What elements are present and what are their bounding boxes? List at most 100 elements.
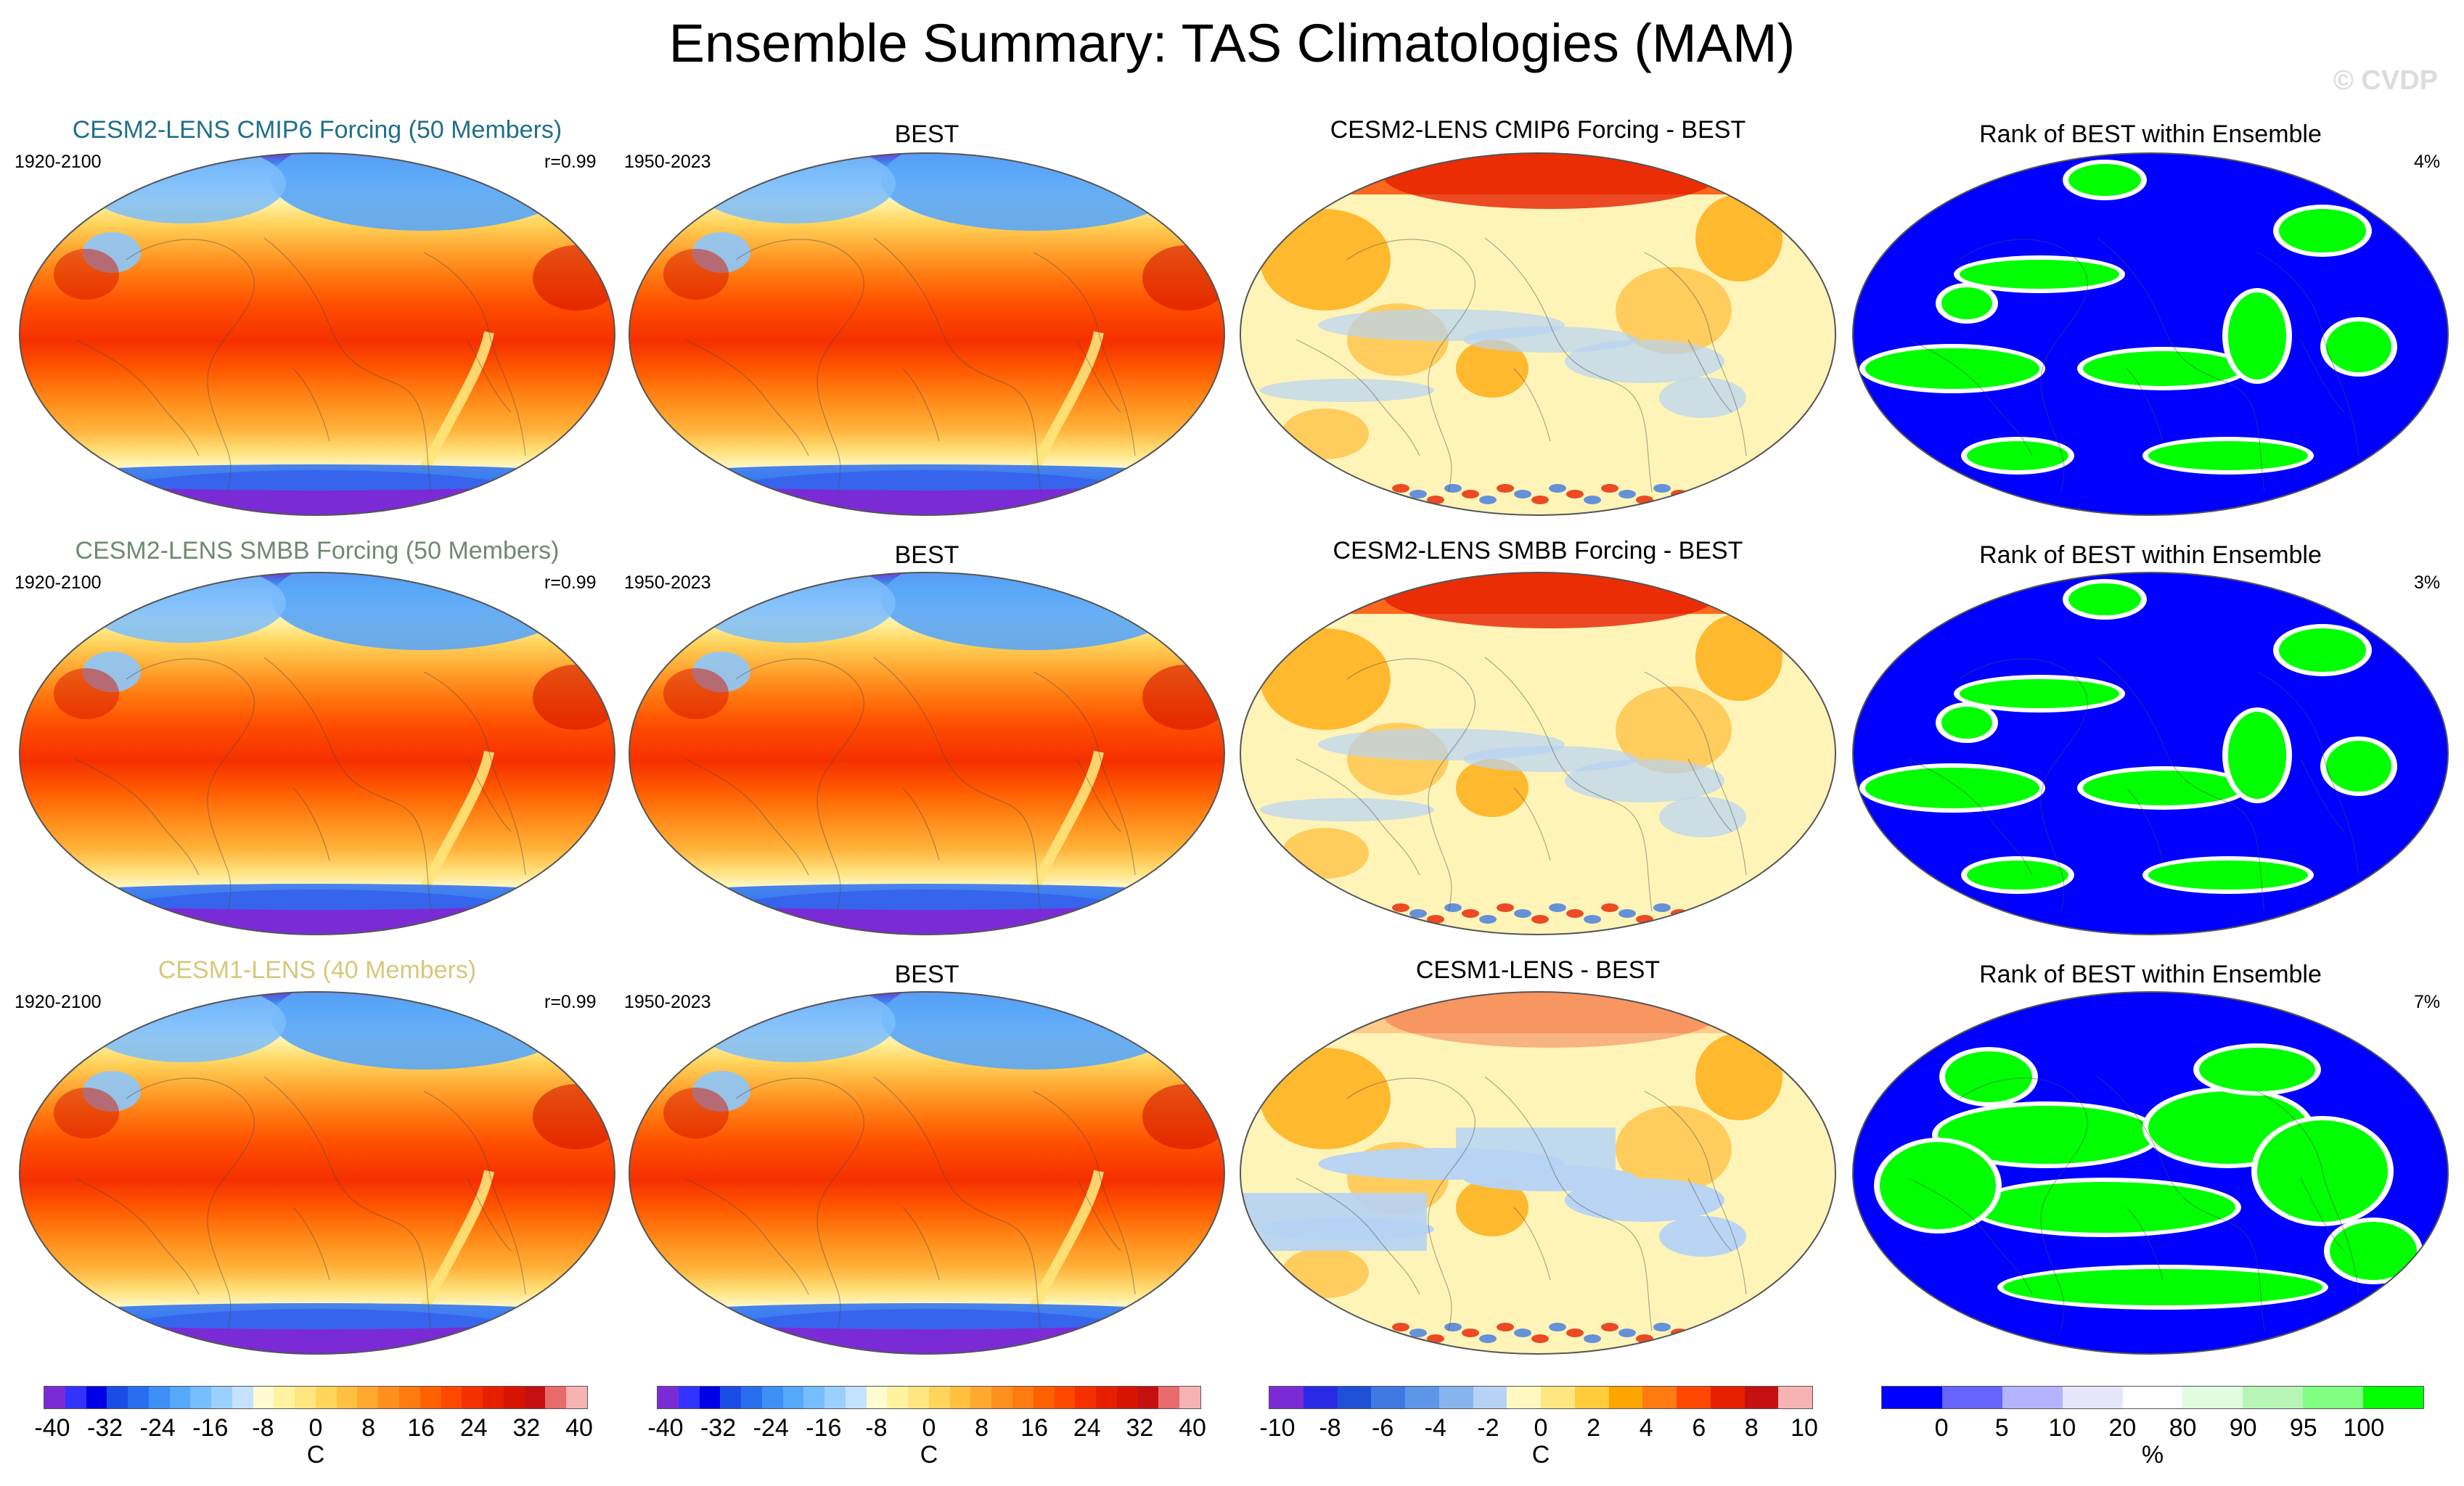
difference-map-svg — [1240, 572, 1836, 935]
colorbar-tick-label: -16 — [806, 1414, 842, 1442]
obs-title: BEST — [894, 541, 959, 569]
colorbar-swatch — [845, 1387, 867, 1408]
globe-outline — [629, 152, 1225, 516]
colorbar-swatch — [566, 1387, 587, 1408]
colorbar-swatch — [1608, 1387, 1643, 1408]
colorbar-swatch — [336, 1387, 358, 1408]
colorbar-swatch — [357, 1387, 379, 1408]
model-climatology-map — [17, 570, 617, 937]
colorbar-swatch — [378, 1387, 400, 1408]
colorbar-swatch — [1710, 1387, 1745, 1408]
colorbar-swatch — [866, 1387, 888, 1408]
difference-colorbar — [1269, 1386, 1813, 1409]
obs-period: 1950-2023 — [624, 992, 711, 1012]
coastline-lines — [75, 657, 526, 912]
colorbar-swatch — [970, 1387, 992, 1408]
globe-outline — [1852, 991, 2449, 1355]
model-title: CESM1-LENS (40 Members) — [157, 956, 477, 984]
globe-outline — [1852, 152, 2449, 516]
colorbar-swatch — [2363, 1387, 2424, 1408]
colorbar-swatch — [2243, 1387, 2304, 1408]
colorbar-swatch — [1075, 1387, 1097, 1408]
colorbar-swatch — [1778, 1387, 1812, 1408]
obs-climatology-map — [627, 990, 1227, 1356]
coastline-lines — [684, 237, 1136, 493]
colorbar-swatch — [761, 1387, 783, 1408]
obs-climatology-map-svg — [629, 572, 1225, 935]
obs-climatology-map — [627, 151, 1227, 517]
colorbar-tick-label: -40 — [34, 1414, 70, 1442]
model-period: 1920-2100 — [15, 572, 102, 593]
colorbar-swatch — [190, 1387, 212, 1408]
rank-map-svg — [1852, 991, 2449, 1355]
model-climatology-map-svg — [19, 152, 615, 516]
colorbar-swatch — [2002, 1387, 2063, 1408]
colorbar-swatch — [44, 1387, 65, 1408]
globe-outline — [1852, 572, 2449, 935]
colorbar-tick-label: -10 — [1259, 1414, 1296, 1442]
coastline-lines — [1296, 237, 1747, 493]
coastline-lines — [1908, 1076, 2359, 1331]
colorbar-unit: % — [2141, 1441, 2164, 1469]
obs-climatology-map — [627, 570, 1227, 937]
colorbar-swatch — [441, 1387, 462, 1408]
colorbar-tick-label: -6 — [1372, 1414, 1394, 1442]
coastline-lines — [684, 657, 1136, 912]
colorbar-tick-label: -16 — [192, 1414, 229, 1442]
colorbar-swatch — [2182, 1387, 2243, 1408]
globe-outline — [19, 572, 615, 935]
colorbar-swatch — [1337, 1387, 1372, 1408]
colorbar-swatch — [503, 1387, 525, 1408]
coastline-lines — [1908, 237, 2359, 493]
obs-title: BEST — [894, 961, 959, 988]
colorbar-swatch — [2303, 1387, 2364, 1408]
colorbar-tick-label: 5 — [1994, 1414, 2009, 1442]
model-colorbar — [44, 1386, 588, 1409]
colorbar-swatch — [2122, 1387, 2183, 1408]
rank-map — [1851, 570, 2450, 937]
rank-title: Rank of BEST within Ensemble — [1979, 120, 2322, 148]
colorbar-swatch — [1179, 1387, 1200, 1408]
colorbar-swatch — [1303, 1387, 1338, 1408]
colorbar-swatch — [824, 1387, 846, 1408]
colorbar-tick-label: -2 — [1477, 1414, 1499, 1442]
colorbar-tick-label: 10 — [1790, 1414, 1818, 1442]
rank-map — [1851, 990, 2450, 1356]
globe-outline — [629, 572, 1225, 935]
colorbar-swatch — [1941, 1387, 2002, 1408]
colorbar-swatch — [928, 1387, 950, 1408]
colorbar-tick-label: 24 — [1073, 1414, 1101, 1442]
colorbar-tick-label: -24 — [139, 1414, 176, 1442]
globe-outline — [19, 991, 615, 1355]
globe-outline — [1240, 991, 1836, 1355]
colorbar-tick-label: 0 — [922, 1414, 936, 1442]
obs-climatology-map-svg — [629, 991, 1225, 1355]
colorbar-swatch — [1012, 1387, 1034, 1408]
colorbar-tick-label: 8 — [361, 1414, 376, 1442]
obs-period: 1950-2023 — [624, 152, 711, 172]
globe-outline — [1240, 152, 1836, 516]
colorbar-swatch — [1574, 1387, 1609, 1408]
colorbar-swatch — [545, 1387, 567, 1408]
model-period: 1920-2100 — [15, 992, 102, 1012]
difference-map — [1238, 151, 1838, 517]
colorbar-swatch — [419, 1387, 441, 1408]
colorbar-tick-label: 95 — [2289, 1414, 2317, 1442]
model-climatology-map — [17, 990, 617, 1356]
colorbar-swatch — [1096, 1387, 1117, 1408]
difference-title: CESM2-LENS CMIP6 Forcing - BEST — [1330, 116, 1746, 144]
globe-outline — [629, 991, 1225, 1355]
cvdp-watermark: © CVDP — [2333, 65, 2438, 96]
colorbar-tick-label: 8 — [1744, 1414, 1759, 1442]
globe-outline — [1240, 572, 1836, 935]
colorbar-tick-label: 2 — [1587, 1414, 1601, 1442]
colorbar-unit: C — [1531, 1441, 1550, 1469]
model-title: CESM2-LENS CMIP6 Forcing (50 Members) — [72, 116, 562, 144]
difference-map — [1238, 990, 1838, 1356]
colorbar-tick-label: 0 — [1934, 1414, 1949, 1442]
colorbar-swatch — [803, 1387, 825, 1408]
colorbar-swatch — [908, 1387, 929, 1408]
coastline-lines — [1296, 1076, 1747, 1331]
colorbar-swatch — [1541, 1387, 1575, 1408]
colorbar-swatch — [315, 1387, 337, 1408]
